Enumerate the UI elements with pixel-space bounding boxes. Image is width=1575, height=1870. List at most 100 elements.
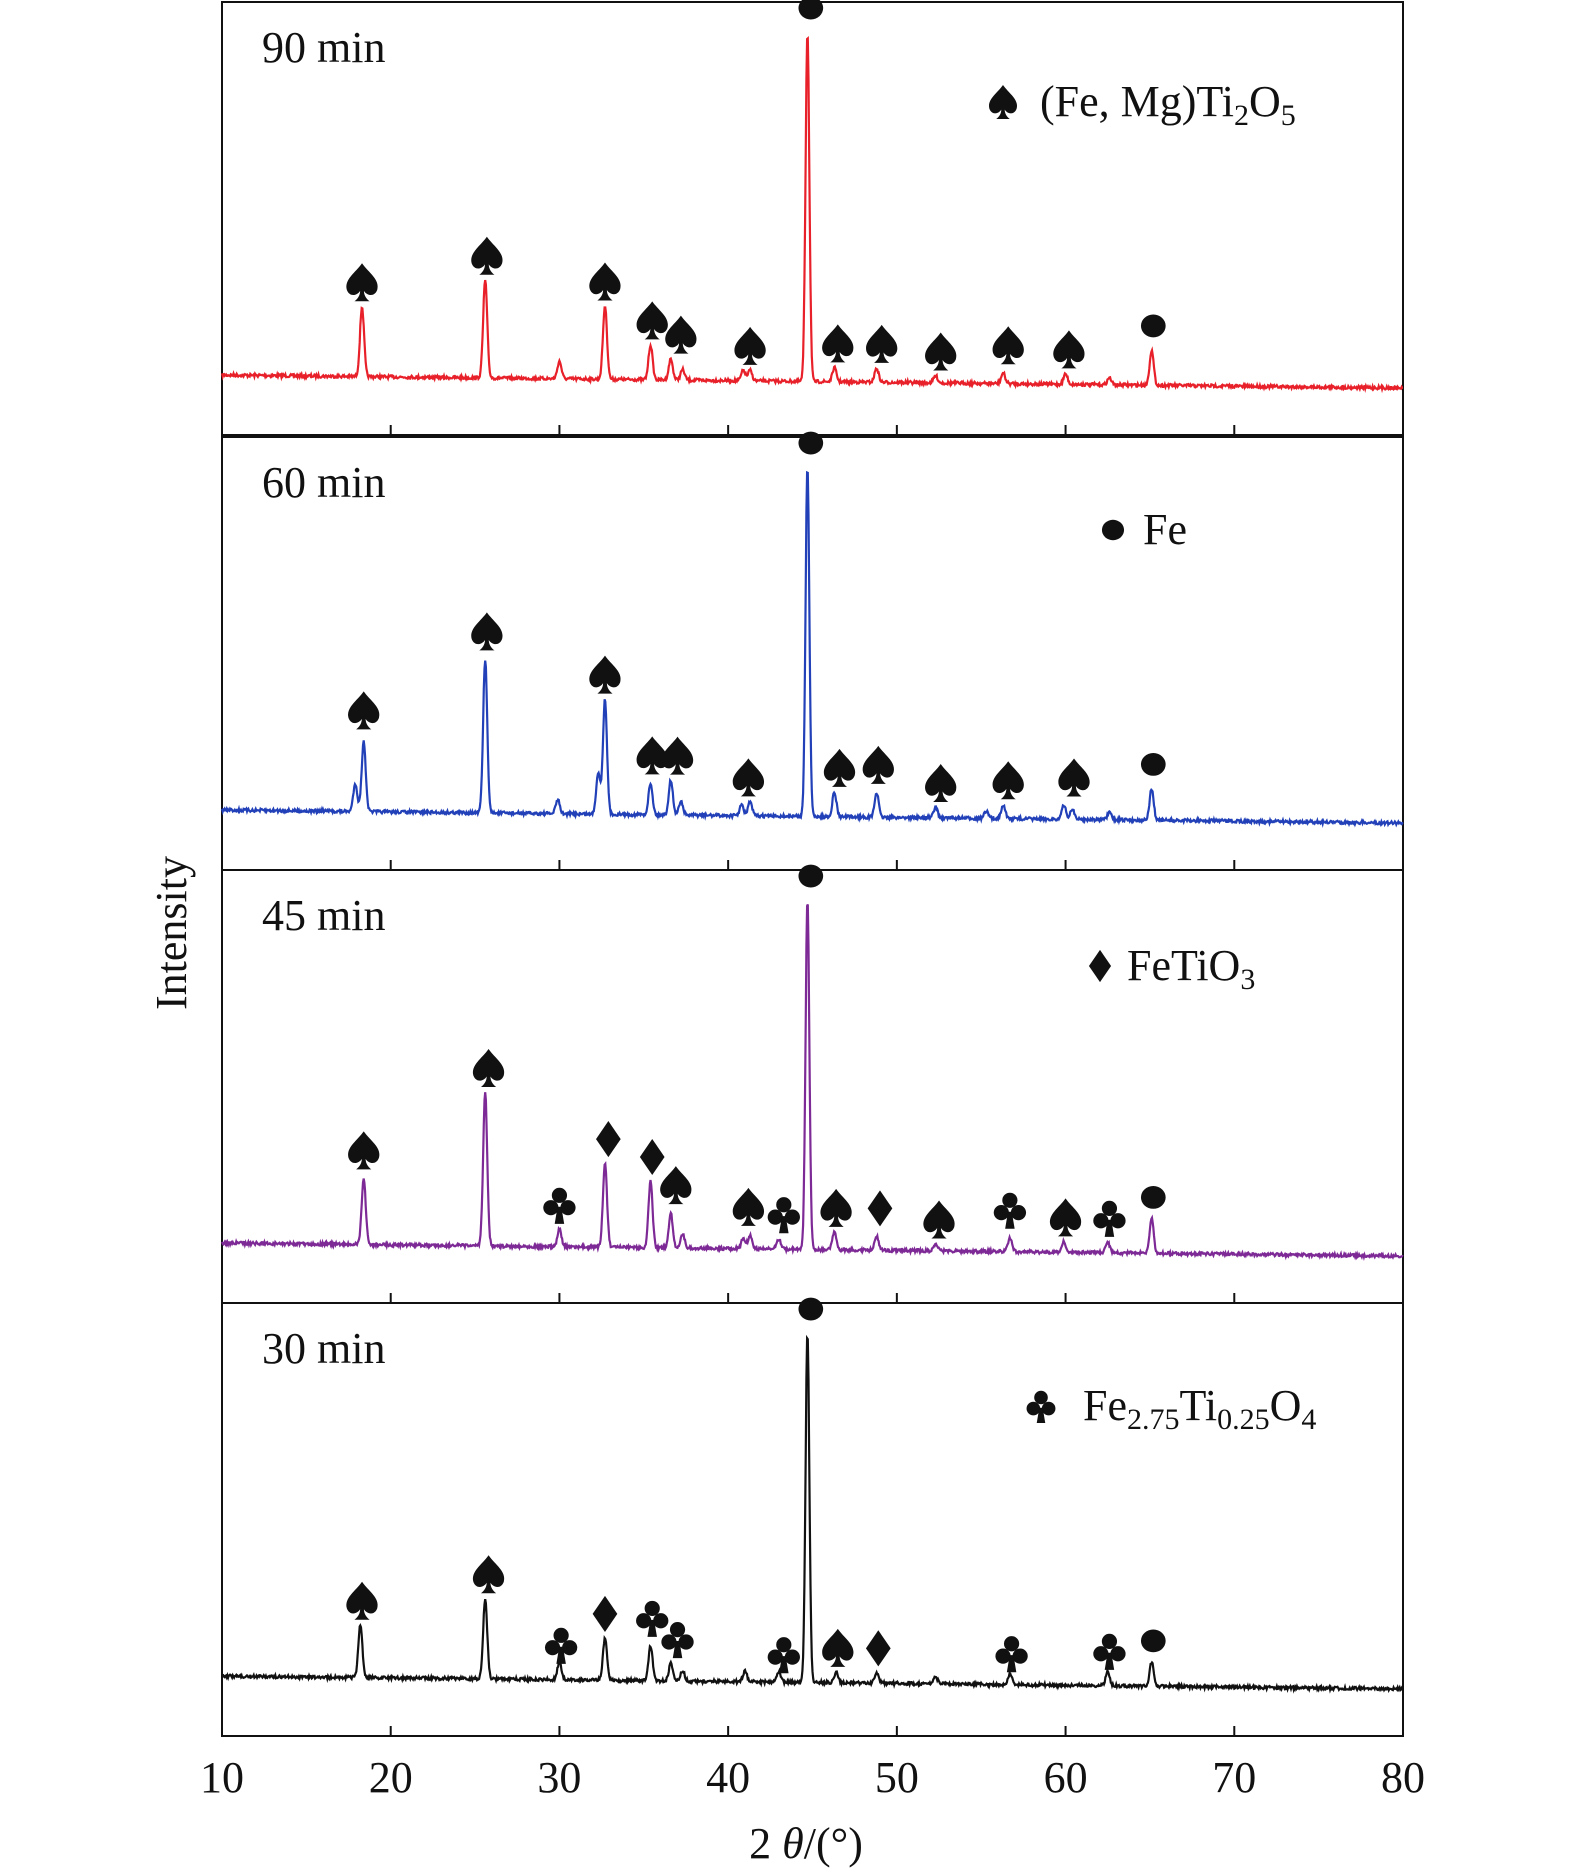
phase-marker-circle	[1140, 1186, 1166, 1209]
xrd-pattern-line	[220, 1334, 1404, 1694]
x-tick-label: 40	[706, 1753, 750, 1802]
x-ticks: 10 20 30 40 50 60 70 80	[200, 1753, 1425, 1802]
legend-label: FeTiO3	[1127, 941, 1255, 996]
xrd-pattern-line	[220, 903, 1404, 1262]
legend-label: (Fe, Mg)Ti2O5	[1040, 77, 1296, 132]
legend-label: Fe2.75Ti0.25O4	[1083, 1381, 1316, 1436]
phase-marker-circle	[1140, 1629, 1166, 1653]
phase-marker-spade	[866, 324, 898, 363]
legend-subscript: 4	[1301, 1403, 1316, 1436]
phase-marker-club	[767, 1197, 800, 1234]
phase-marker-club	[995, 1636, 1028, 1673]
y-axis-label: Intensity	[147, 856, 196, 1010]
phase-marker-spade	[992, 761, 1024, 800]
phase-marker-spade	[923, 1200, 955, 1239]
phase-marker-circle	[798, 864, 824, 888]
phase-marker-spade	[1053, 330, 1085, 369]
x-axis-label-unit: /(°)	[804, 1819, 863, 1868]
phase-marker-circle	[798, 431, 824, 455]
phase-marker-spade	[661, 736, 694, 775]
phase-marker-club	[661, 1622, 694, 1659]
legend-text: O	[1270, 1381, 1302, 1430]
legend-text: Ti	[1180, 1381, 1218, 1430]
phase-marker-spade	[665, 315, 697, 354]
legend-entry-spade: (Fe, Mg)Ti2O5	[988, 77, 1296, 132]
phase-marker-spade	[732, 758, 765, 797]
phase-marker-spade	[925, 332, 957, 371]
phase-marker-club	[1093, 1200, 1126, 1237]
legend-subscript: 5	[1281, 99, 1296, 132]
legend-subscript: 2	[1234, 99, 1249, 132]
phase-marker-spade	[1049, 1198, 1082, 1237]
phase-marker-spade	[862, 745, 894, 784]
phase-marker-spade	[589, 262, 621, 301]
phase-marker-spade	[472, 1048, 505, 1087]
phase-marker-diamond	[865, 1630, 891, 1667]
x-tick-label: 30	[537, 1753, 581, 1802]
phase-marker-spade	[471, 236, 503, 275]
phase-marker-club	[543, 1187, 576, 1224]
theta-symbol: θ	[782, 1819, 804, 1868]
xrd-pattern-line	[220, 36, 1404, 394]
phase-marker-spade	[992, 326, 1024, 365]
phase-marker-circle	[1140, 753, 1166, 776]
panel-time-label: 60 min	[262, 458, 385, 507]
phase-marker-spade	[589, 655, 621, 694]
legend-symbol-diamond	[1088, 949, 1112, 983]
x-tick-label: 20	[369, 1753, 413, 1802]
panel-time-label: 90 min	[262, 23, 385, 72]
panel-45-min: 45 min	[220, 864, 1404, 1304]
phase-marker-circle	[798, 1297, 824, 1321]
phase-marker-spade	[346, 263, 378, 302]
phase-marker-club	[767, 1637, 800, 1674]
phase-marker-spade	[820, 1188, 852, 1227]
phase-marker-circle	[1140, 314, 1166, 338]
phase-marker-diamond	[596, 1121, 621, 1158]
legend-symbol-club	[1026, 1390, 1056, 1423]
x-tick-label: 70	[1212, 1753, 1256, 1802]
x-axis-label-text: 2	[749, 1819, 771, 1868]
xrd-pattern-line	[220, 470, 1404, 829]
legend-symbol-circle	[1101, 519, 1125, 541]
phase-marker-spade	[660, 1166, 692, 1205]
x-tick-label: 60	[1044, 1753, 1088, 1802]
x-axis: 10 20 30 40 50 60 70 80	[200, 1753, 1425, 1802]
phase-marker-spade	[732, 1187, 765, 1226]
legend-text: Fe	[1143, 505, 1187, 554]
phase-marker-spade	[925, 764, 957, 803]
phase-marker-spade	[636, 301, 668, 340]
legend-text: (Fe, Mg)Ti	[1040, 77, 1234, 126]
phase-marker-diamond	[639, 1138, 665, 1176]
phase-marker-spade	[346, 1581, 378, 1620]
panel-time-label: 45 min	[262, 891, 385, 940]
legend-subscript: 3	[1240, 963, 1255, 996]
x-axis-label: 2 θ/(°)	[749, 1819, 863, 1868]
x-tick-label: 10	[200, 1753, 244, 1802]
panel-30-min: 30 min	[220, 1297, 1404, 1737]
phase-marker-spade	[472, 1555, 505, 1594]
x-tick-label: 80	[1381, 1753, 1425, 1802]
phase-marker-spade	[1058, 758, 1090, 797]
panel-time-label: 30 min	[262, 1324, 385, 1373]
legend-text: O	[1249, 77, 1281, 126]
panel-60-min: 60 min	[220, 431, 1404, 871]
phase-marker-club	[636, 1600, 669, 1637]
legend-subscript: 2.75	[1127, 1403, 1180, 1436]
phase-marker-circle	[798, 0, 824, 20]
phase-marker-spade	[348, 691, 380, 730]
legend-text: Fe	[1083, 1381, 1127, 1430]
legend-entry-circle: Fe	[1101, 505, 1187, 554]
phase-marker-club	[993, 1192, 1027, 1229]
phase-marker-diamond	[867, 1190, 893, 1227]
phase-marker-club	[1093, 1633, 1126, 1670]
phase-marker-spade	[823, 748, 856, 787]
phase-marker-club	[544, 1627, 578, 1664]
legend-label: Fe	[1143, 505, 1187, 554]
legend-text: FeTiO	[1127, 941, 1240, 990]
phase-marker-spade	[471, 612, 503, 651]
legend-subscript: 0.25	[1217, 1403, 1270, 1436]
x-tick-label: 50	[875, 1753, 919, 1802]
phase-marker-spade	[348, 1131, 380, 1170]
